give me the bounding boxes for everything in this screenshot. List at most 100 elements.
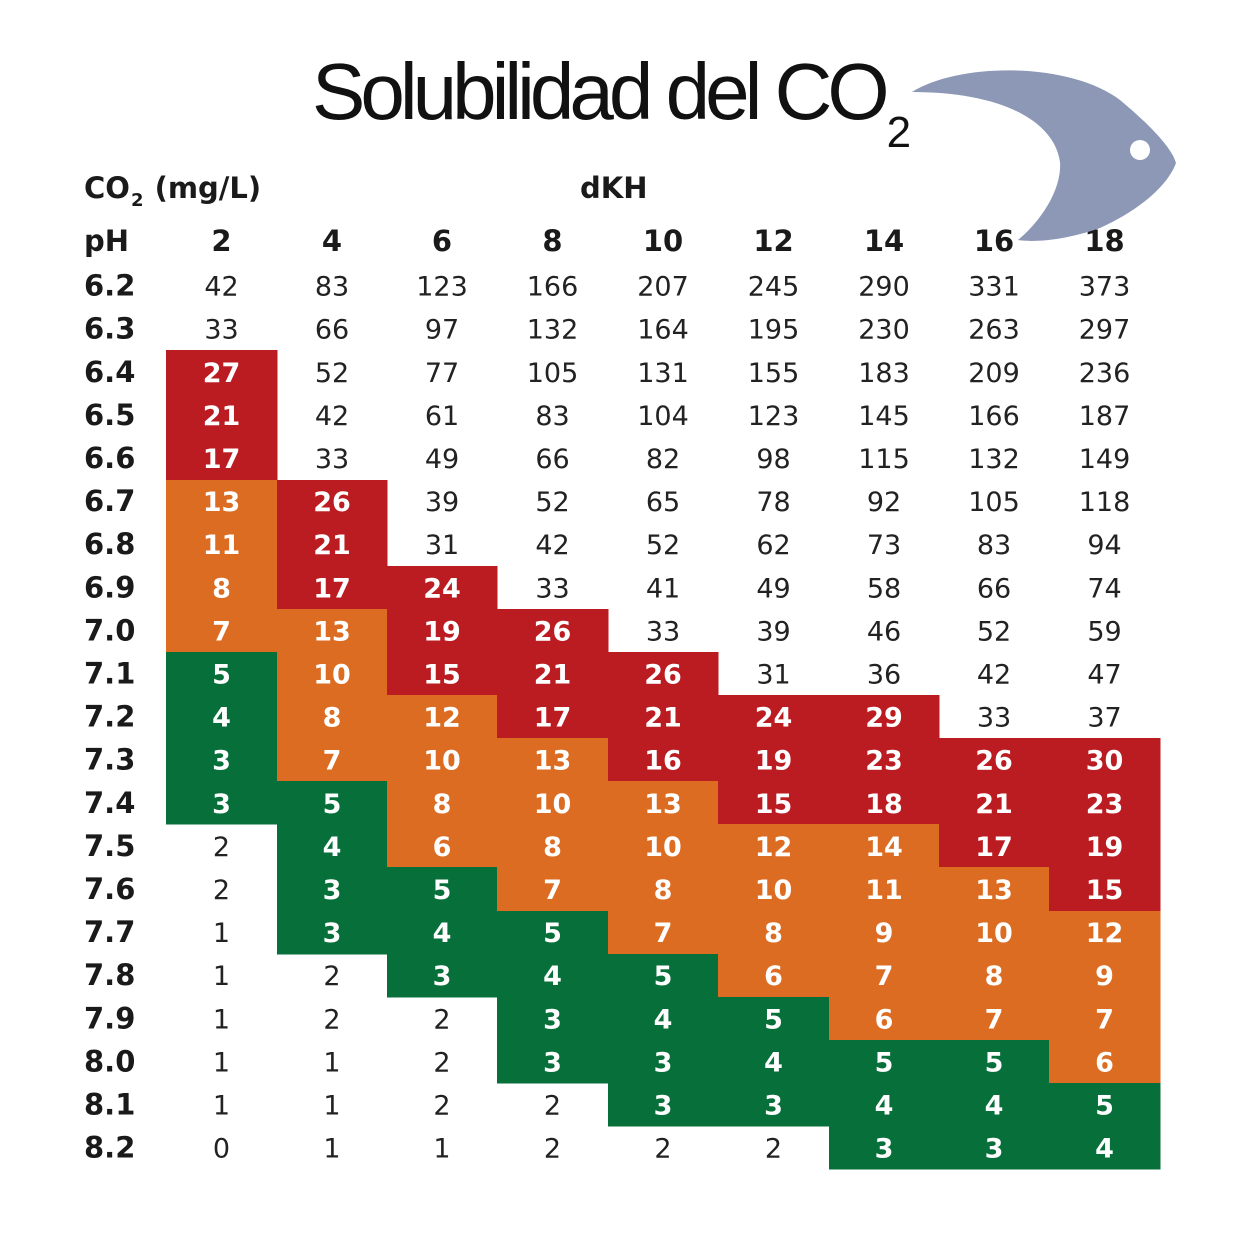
zone-cell-orange [277,695,388,739]
zone-cell-orange [387,781,498,825]
zone-cell-red [1049,781,1161,825]
co2-value: 52 [646,530,680,561]
ph-label-7.4: 7.4 [84,786,135,820]
unit-label: CO2 (mg/L) [84,171,261,211]
co2-value: 7 [543,875,562,906]
co2-value: 166 [527,272,579,303]
zone-cell-orange [166,566,278,610]
co2-value: 59 [1087,616,1121,647]
zone-cell-green [387,867,498,912]
co2-value: 19 [1086,832,1124,863]
co2-value: 3 [543,1004,562,1035]
ph-label-6.3: 6.3 [84,312,135,346]
zone-cell-red [497,695,609,739]
co2-value: 1 [213,918,230,949]
co2-value: 39 [756,616,790,647]
zone-cell-red [166,350,278,394]
ph-label-8.2: 8.2 [84,1131,135,1165]
zone-cell-orange [939,997,1050,1041]
co2-value: 263 [968,315,1020,346]
co2-value: 3 [654,1090,673,1121]
co2-value: 166 [968,401,1020,432]
co2-value: 83 [977,530,1011,561]
co2-value: 3 [212,789,231,820]
co2-value: 132 [527,315,579,346]
co2-value: 65 [646,487,680,518]
co2-value: 14 [865,832,903,863]
co2-value: 2 [323,961,340,992]
co2-value: 11 [203,530,241,561]
zone-cell-orange [939,867,1050,912]
zone-cell-red [387,652,498,696]
co2-value: 19 [755,746,793,777]
co2-value: 5 [323,789,342,820]
zone-cell-red [277,523,388,567]
zone-cell-green [277,781,388,825]
co2-value: 78 [756,487,790,518]
zone-cell-green [166,781,278,825]
zone-cell-green [939,1126,1050,1170]
zone-cell-red [387,609,498,653]
co2-value: 131 [637,358,689,389]
co2-value: 4 [433,918,452,949]
zone-cell-green [1049,1126,1161,1170]
co2-value: 58 [867,573,901,604]
zone-cell-orange [277,652,388,696]
co2-value: 209 [968,358,1020,389]
co2-value: 62 [756,530,790,561]
co2-value: 2 [433,1004,450,1035]
co2-value: 13 [975,875,1013,906]
co2-value: 66 [977,573,1011,604]
co2-value: 33 [977,703,1011,734]
zone-cell-green [608,1083,719,1127]
co2-value: 23 [1086,789,1124,820]
co2-value: 118 [1079,487,1131,518]
zone-cell-orange [277,738,388,782]
co2-value: 10 [644,832,682,863]
zone-cell-orange [1049,1040,1161,1084]
zone-cell-orange [1049,954,1161,998]
zone-cell-orange [166,523,278,567]
co2-value: 3 [323,875,342,906]
co2-value: 29 [865,703,903,734]
co2-value: 7 [212,616,231,647]
zone-cell-orange [1049,997,1161,1041]
zone-cell-orange [608,867,719,912]
co2-value: 16 [644,746,682,777]
co2-value: 5 [875,1047,894,1078]
co2-value: 9 [1095,961,1114,992]
ph-label-7.8: 7.8 [84,958,135,992]
co2-value: 2 [765,1134,782,1165]
co2-value: 4 [985,1090,1004,1121]
co2-value: 11 [865,875,903,906]
co2-value: 4 [323,832,342,863]
co2-value: 37 [1087,703,1121,734]
zone-cell-red [608,738,719,782]
zone-cell-orange [718,824,830,868]
zone-cell-orange [829,911,940,955]
co2-value: 17 [534,703,572,734]
co2-value: 8 [654,875,673,906]
co2-value: 12 [423,703,461,734]
co2-value: 42 [535,530,569,561]
co2-value: 230 [858,315,910,346]
zone-cell-green [166,738,278,782]
ph-label-7.6: 7.6 [84,872,135,906]
zone-cell-green [718,1083,830,1127]
zone-cell-orange [497,738,609,782]
zone-cell-red [939,738,1050,782]
zone-cell-green [939,1040,1050,1084]
co2-value: 17 [975,832,1013,863]
co2-value: 30 [1086,746,1124,777]
zone-cell-orange [387,695,498,739]
zone-cell-orange [277,609,388,653]
co2-value: 4 [1095,1134,1114,1165]
ph-axis-label: pH [84,224,130,258]
co2-value: 33 [646,616,680,647]
co2-value: 18 [865,789,903,820]
zone-cell-orange [718,867,830,912]
co2-value: 1 [323,1090,340,1121]
dkh-column-headers: 2 4 6 8 10 12 14 16 18 [211,224,1124,258]
